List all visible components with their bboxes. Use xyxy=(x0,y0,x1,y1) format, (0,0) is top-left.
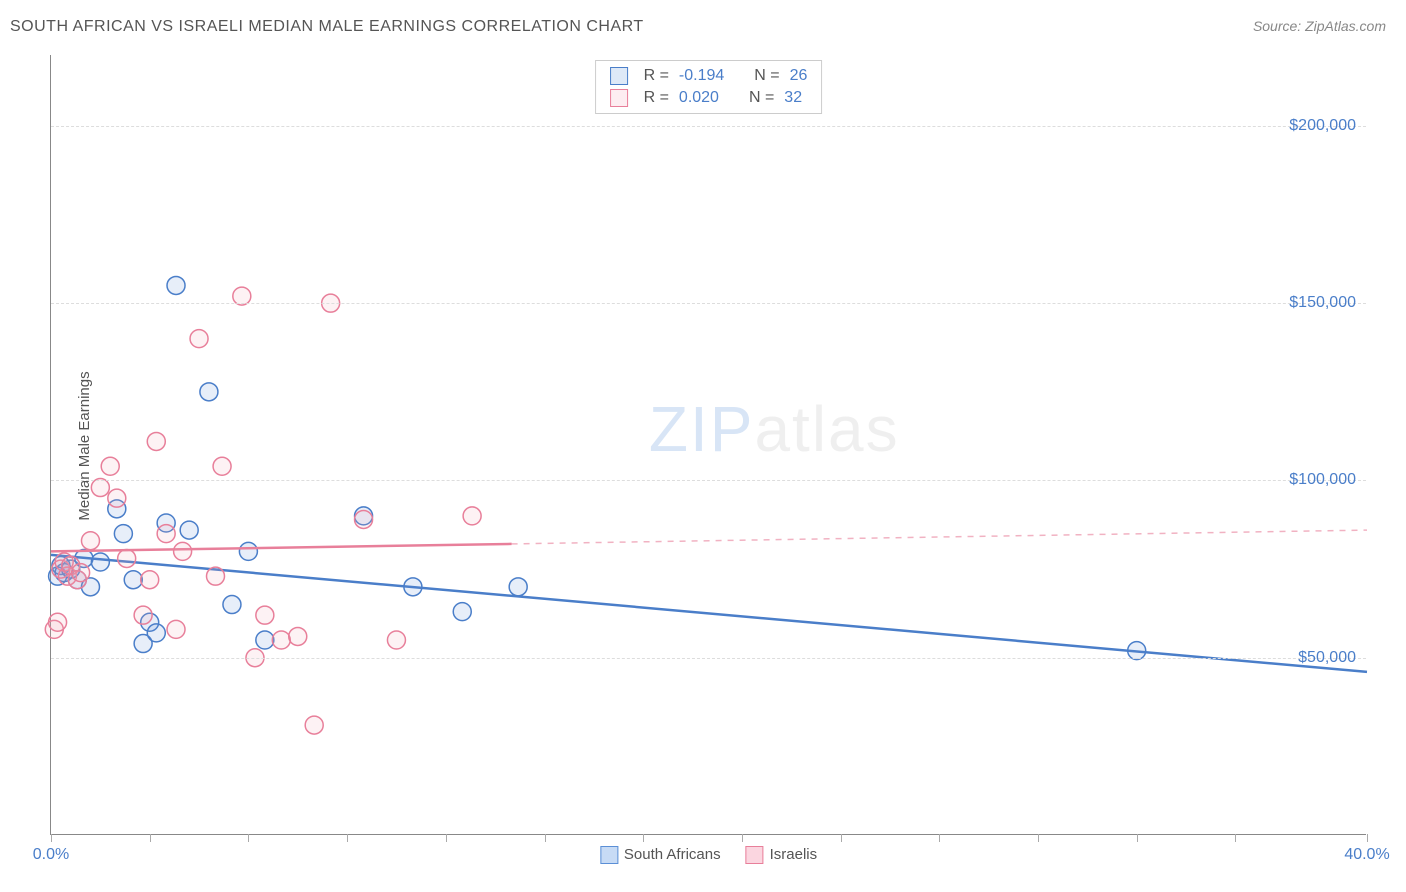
y-tick-label: $200,000 xyxy=(1289,117,1356,135)
plot-area: ZIPatlas R = -0.194N = 26R = 0.020N = 32… xyxy=(50,55,1366,835)
legend-swatch-icon xyxy=(746,846,764,864)
data-point xyxy=(108,489,126,507)
x-tick xyxy=(347,834,348,842)
gridline xyxy=(51,303,1366,304)
data-point xyxy=(207,567,225,585)
x-tick xyxy=(150,834,151,842)
source-label: Source: ZipAtlas.com xyxy=(1253,18,1386,34)
data-point xyxy=(124,571,142,589)
data-point xyxy=(289,627,307,645)
x-tick xyxy=(1367,834,1368,842)
data-point xyxy=(239,542,257,560)
stat-n-label: N = xyxy=(749,89,774,107)
x-tick xyxy=(643,834,644,842)
data-point xyxy=(509,578,527,596)
stat-r-value: 0.020 xyxy=(679,89,719,107)
x-tick xyxy=(742,834,743,842)
data-point xyxy=(118,549,136,567)
x-tick xyxy=(1038,834,1039,842)
x-tick xyxy=(51,834,52,842)
legend-label: South Africans xyxy=(624,846,721,863)
legend-bottom: South Africans Israelis xyxy=(600,846,817,864)
y-tick-label: $100,000 xyxy=(1289,471,1356,489)
x-tick xyxy=(841,834,842,842)
data-point xyxy=(355,510,373,528)
data-point xyxy=(256,631,274,649)
data-point xyxy=(256,606,274,624)
plot-svg xyxy=(51,55,1366,834)
chart-container: SOUTH AFRICAN VS ISRAELI MEDIAN MALE EAR… xyxy=(0,0,1406,892)
stat-r-label: R = xyxy=(644,89,669,107)
stat-n-value: 32 xyxy=(784,89,802,107)
data-point xyxy=(387,631,405,649)
x-tick xyxy=(1137,834,1138,842)
data-point xyxy=(272,631,290,649)
data-point xyxy=(134,606,152,624)
data-point xyxy=(91,553,109,571)
data-point xyxy=(141,571,159,589)
stat-r-label: R = xyxy=(644,67,669,85)
stat-n-value: 26 xyxy=(790,67,808,85)
data-point xyxy=(49,613,67,631)
data-point xyxy=(223,596,241,614)
legend-item: Israelis xyxy=(746,846,818,864)
data-point xyxy=(147,432,165,450)
legend-swatch-icon xyxy=(600,846,618,864)
legend-item: South Africans xyxy=(600,846,721,864)
data-point xyxy=(167,276,185,294)
data-point xyxy=(114,525,132,543)
data-point xyxy=(305,716,323,734)
y-tick-label: $50,000 xyxy=(1298,649,1356,667)
data-point xyxy=(167,620,185,638)
data-point xyxy=(147,624,165,642)
data-point xyxy=(101,457,119,475)
legend-label: Israelis xyxy=(770,846,818,863)
gridline xyxy=(51,126,1366,127)
data-point xyxy=(81,532,99,550)
data-point xyxy=(157,525,175,543)
x-tick-label: 0.0% xyxy=(33,846,69,864)
data-point xyxy=(453,603,471,621)
data-point xyxy=(404,578,422,596)
x-tick xyxy=(1235,834,1236,842)
data-point xyxy=(180,521,198,539)
gridline xyxy=(51,480,1366,481)
x-tick-label: 40.0% xyxy=(1344,846,1389,864)
legend-swatch-icon xyxy=(610,89,628,107)
x-tick xyxy=(545,834,546,842)
data-point xyxy=(190,330,208,348)
x-tick xyxy=(248,834,249,842)
x-tick xyxy=(939,834,940,842)
data-point xyxy=(72,564,90,582)
stats-row: R = 0.020 N = 32 xyxy=(610,87,808,109)
y-tick-label: $150,000 xyxy=(1289,294,1356,312)
data-point xyxy=(213,457,231,475)
data-point xyxy=(174,542,192,560)
x-tick xyxy=(446,834,447,842)
chart-title: SOUTH AFRICAN VS ISRAELI MEDIAN MALE EAR… xyxy=(10,18,644,36)
stat-r-value: -0.194 xyxy=(679,67,724,85)
trend-line xyxy=(51,544,512,551)
data-point xyxy=(200,383,218,401)
stats-row: R = -0.194 N = 26 xyxy=(610,65,808,87)
stat-n-label: N = xyxy=(754,67,779,85)
trend-line-dashed xyxy=(512,530,1367,544)
stats-box: R = -0.194 N = 26 R = 0.020 N = 32 xyxy=(595,60,823,114)
legend-swatch-icon xyxy=(610,67,628,85)
data-point xyxy=(463,507,481,525)
gridline xyxy=(51,658,1366,659)
